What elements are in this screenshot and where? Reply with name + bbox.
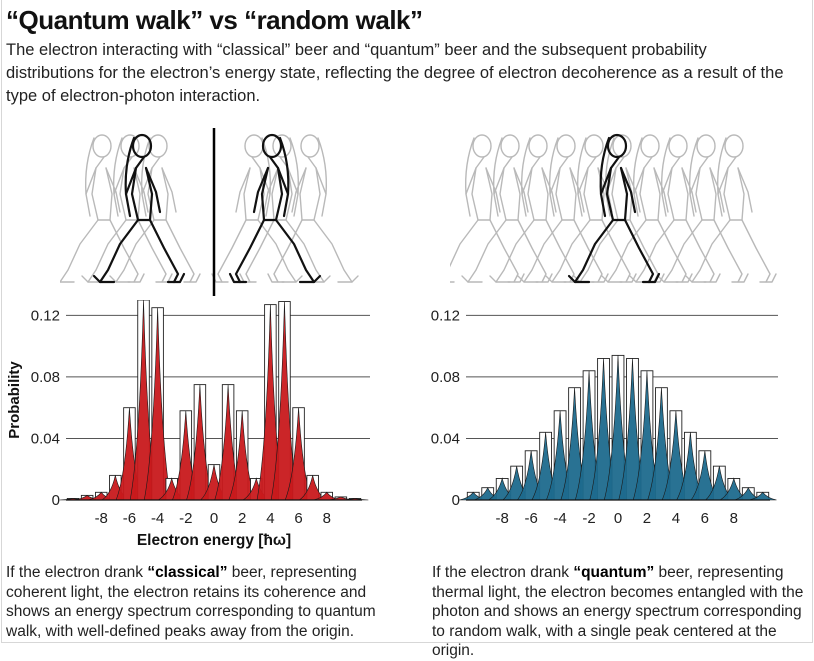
- walking-woman-faded-icon: [545, 134, 637, 283]
- x-tick-label: 6: [294, 510, 302, 527]
- walking-woman-faded-icon: [109, 134, 201, 283]
- x-tick-label: 2: [643, 510, 651, 527]
- x-tick-label: 4: [266, 510, 274, 527]
- x-tick-label: 0: [614, 510, 622, 527]
- figure-frame: [1, 0, 813, 643]
- walking-woman-faded-icon: [517, 134, 609, 283]
- walking-woman-faded-icon: [461, 134, 553, 283]
- random-walk-illustration: [450, 133, 777, 284]
- walking-woman-faded-icon: [657, 134, 749, 283]
- classical-caption-post: beer, representing coherent light, the e…: [6, 564, 376, 640]
- x-tick-label: 2: [238, 510, 246, 527]
- classical-caption: If the electron drank “classical” beer, …: [6, 563, 386, 641]
- y-tick-label: 0.12: [31, 307, 60, 324]
- bar-peak: [143, 307, 172, 501]
- y-tick-label: 0: [452, 492, 460, 509]
- quantum-caption-pre: If the electron drank: [432, 564, 574, 581]
- x-tick-label: -4: [151, 510, 164, 527]
- x-tick-label: -6: [524, 510, 537, 527]
- walking-woman-faded-icon: [601, 134, 693, 283]
- figure-title: “Quantum walk” vs “random walk”: [6, 5, 423, 35]
- y-tick-label: 0: [52, 492, 60, 509]
- y-tick-label: 0.12: [431, 307, 460, 324]
- x-tick-label: -8: [95, 510, 108, 527]
- x-tick-label: 8: [730, 510, 738, 527]
- classical-walk-illustration: [60, 128, 359, 296]
- quantum-caption-post: beer, representing thermal light, the el…: [432, 564, 804, 659]
- y-tick-label: 0.08: [31, 369, 60, 386]
- y-tick-label: 0.08: [431, 369, 460, 386]
- x-tick-label: -4: [553, 510, 566, 527]
- walking-woman-faded-icon: [60, 134, 145, 283]
- walking-woman-faded-icon: [685, 134, 777, 283]
- walking-woman-faded-icon: [489, 134, 581, 283]
- quantum-beer-energy-chart: 0 0.04 0.08 0.12 -8 -6 -4 -2 0 2 4 6 8: [431, 307, 778, 527]
- x-tick-label: 4: [672, 510, 680, 527]
- walking-woman-icon: [228, 133, 322, 284]
- x-tick-label: -2: [179, 510, 192, 527]
- x-tick-label: -2: [582, 510, 595, 527]
- walking-woman-icon: [92, 133, 186, 284]
- x-tick-label: 8: [323, 510, 331, 527]
- classical-beer-energy-chart: 0 0.04 0.08 0.12 -8 -6 -4 -2 0 2 4 6 8 Probability Ele…: [6, 300, 370, 549]
- y-axis-title: Probability: [6, 361, 23, 439]
- y-tick-label: 0.04: [31, 430, 60, 447]
- quantum-caption-bold: “quantum”: [573, 564, 655, 581]
- classical-caption-bold: “classical”: [147, 564, 228, 581]
- quantum-caption: If the electron drank “quantum” beer, re…: [432, 563, 812, 661]
- walking-woman-faded-icon: [450, 134, 525, 283]
- figure-subtitle: The electron interacting with “classical…: [6, 41, 784, 105]
- x-tick-label: -6: [123, 510, 136, 527]
- x-tick-label: 6: [701, 510, 709, 527]
- x-tick-label: -8: [496, 510, 509, 527]
- walking-woman-faded-icon: [629, 134, 721, 283]
- walking-woman-icon: [567, 133, 661, 284]
- x-tick-label: 0: [210, 510, 218, 527]
- y-tick-label: 0.04: [431, 430, 460, 447]
- walking-woman-faded-icon: [81, 134, 173, 283]
- walking-woman-faded-icon: [267, 134, 359, 283]
- x-axis-title: Electron energy [ħω]: [137, 532, 291, 549]
- classical-caption-pre: If the electron drank: [6, 564, 148, 581]
- bar-peak: [748, 491, 777, 501]
